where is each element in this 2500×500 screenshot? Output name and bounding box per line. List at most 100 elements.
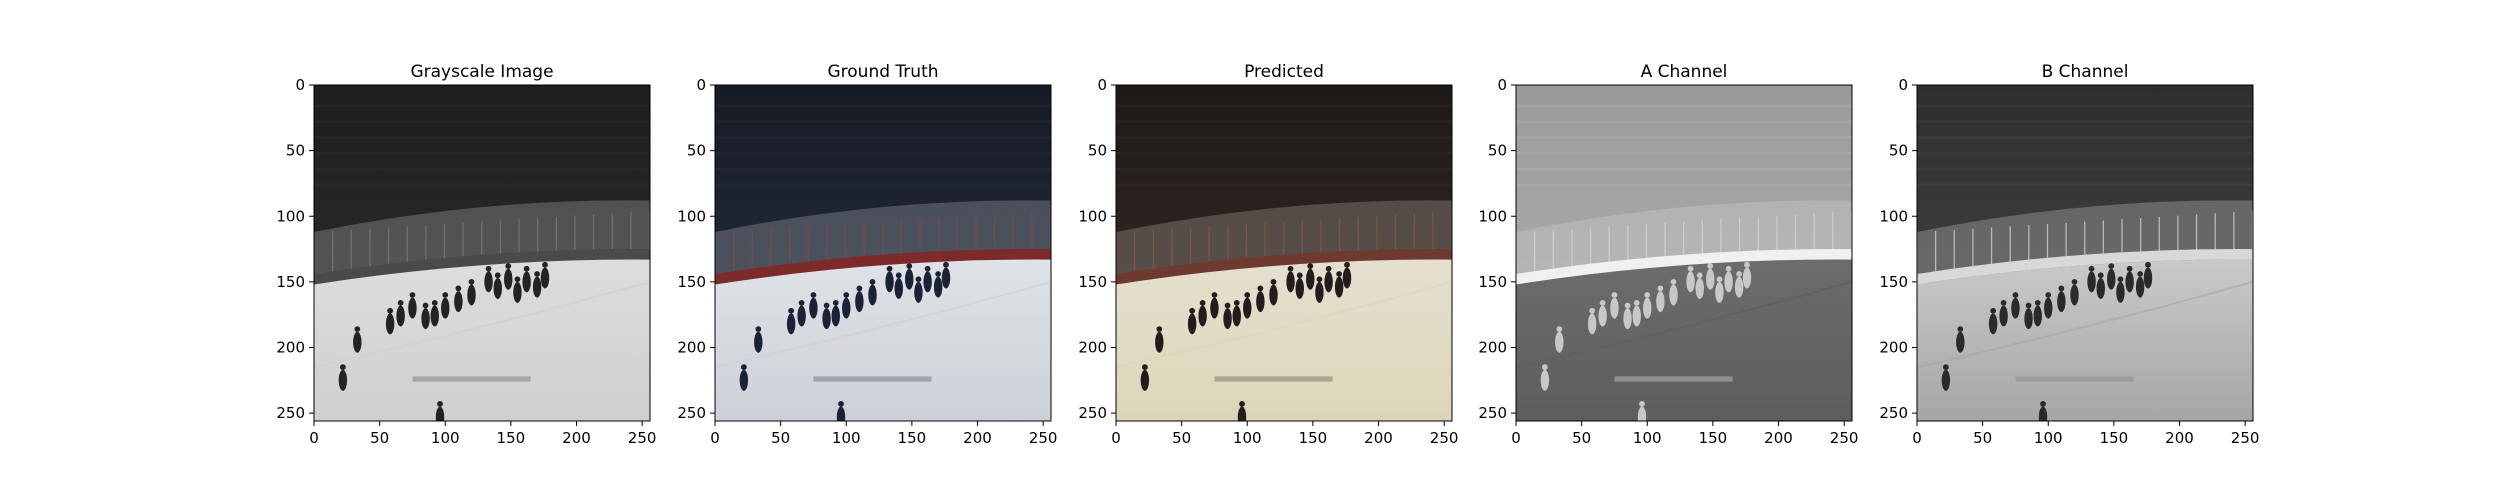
player-figure bbox=[1632, 305, 1641, 327]
player-head bbox=[1344, 261, 1350, 268]
y-tick-label: 50 bbox=[1088, 142, 1107, 160]
player-head bbox=[2108, 263, 2115, 270]
seat-row bbox=[715, 151, 1051, 155]
player-figure bbox=[396, 305, 405, 327]
rink-line bbox=[1917, 280, 2253, 369]
player-figure bbox=[1999, 305, 2008, 327]
x-tick-label: 250 bbox=[1430, 429, 1459, 447]
player-figure bbox=[1232, 305, 1241, 327]
seat-row bbox=[715, 104, 1051, 108]
x-tick-label: 200 bbox=[562, 429, 591, 447]
player-head bbox=[2126, 265, 2133, 272]
y-tick-label: 100 bbox=[1879, 207, 1908, 225]
player-figure bbox=[941, 267, 951, 289]
player-head bbox=[1233, 299, 1240, 306]
player-head bbox=[455, 285, 462, 292]
player-figure bbox=[2087, 271, 2096, 293]
ice-logo bbox=[813, 376, 932, 382]
player-figure bbox=[2057, 291, 2066, 313]
x-tick-label: 50 bbox=[1172, 429, 1191, 447]
y-tick-label: 50 bbox=[1889, 142, 1908, 160]
y-tick-label: 200 bbox=[677, 339, 706, 357]
y-tick-label: 50 bbox=[687, 142, 706, 160]
seat-row bbox=[1116, 151, 1452, 155]
ice-surface bbox=[1516, 259, 1852, 421]
y-tick-label: 50 bbox=[1488, 142, 1507, 160]
y-tick-label: 150 bbox=[276, 273, 305, 291]
player-head bbox=[823, 302, 830, 309]
player-head bbox=[442, 292, 449, 298]
player-head bbox=[1556, 326, 1563, 333]
x-tick-label: 100 bbox=[2034, 429, 2063, 447]
seat-row bbox=[1116, 183, 1452, 187]
y-tick-label: 250 bbox=[1078, 404, 1107, 422]
player-head bbox=[924, 265, 931, 272]
player-head bbox=[1307, 263, 1314, 270]
player-figure bbox=[1342, 267, 1352, 289]
boards-banner bbox=[1516, 249, 1852, 285]
x-tick-label: 50 bbox=[370, 429, 389, 447]
x-tick-label: 150 bbox=[898, 429, 927, 447]
ice-logo bbox=[412, 376, 531, 382]
y-tick-label: 250 bbox=[677, 404, 706, 422]
player-figure bbox=[1656, 291, 1665, 313]
panel-image bbox=[715, 85, 1051, 421]
x-tick-label: 100 bbox=[832, 429, 861, 447]
player-head bbox=[869, 278, 876, 285]
player-figure bbox=[1187, 313, 1197, 335]
player-head bbox=[1687, 265, 1694, 272]
seat-row bbox=[715, 183, 1051, 187]
player-figure bbox=[1988, 313, 1998, 335]
player-head bbox=[788, 307, 795, 314]
y-tick-label: 200 bbox=[276, 339, 305, 357]
y-tick-label: 100 bbox=[1478, 207, 1507, 225]
panel-title: B Channel bbox=[2042, 62, 2129, 82]
x-tick-label: 200 bbox=[2165, 429, 2194, 447]
player-head bbox=[1287, 265, 1294, 272]
player-figure bbox=[435, 406, 445, 421]
player-head bbox=[2000, 299, 2007, 306]
seat-row bbox=[1516, 167, 1852, 171]
player-figure bbox=[513, 281, 522, 303]
rink-line bbox=[314, 280, 650, 369]
player-figure bbox=[1256, 291, 1265, 313]
boards-banner bbox=[1917, 249, 2253, 285]
player-figure bbox=[923, 271, 932, 293]
player-figure bbox=[786, 313, 796, 335]
x-tick-label: 150 bbox=[1699, 429, 1728, 447]
player-head bbox=[422, 302, 429, 309]
player-figure bbox=[1334, 276, 1344, 298]
rink-line bbox=[1516, 280, 1852, 369]
player-head bbox=[886, 265, 893, 272]
player-head bbox=[485, 265, 492, 272]
y-tick-label: 50 bbox=[286, 142, 305, 160]
player-figure bbox=[353, 331, 362, 353]
y-tick-label: 200 bbox=[1879, 339, 1908, 357]
player-figure bbox=[831, 305, 840, 327]
player-figure bbox=[1269, 284, 1278, 306]
seat-row bbox=[1516, 104, 1852, 108]
player-head bbox=[755, 326, 762, 333]
player-figure bbox=[822, 308, 831, 330]
panel-title: Ground Truth bbox=[827, 62, 938, 82]
player-figure bbox=[1637, 406, 1647, 421]
player-figure bbox=[797, 305, 806, 327]
player-figure bbox=[338, 369, 348, 391]
player-head bbox=[431, 299, 438, 306]
seat-row bbox=[1116, 136, 1452, 139]
player-head bbox=[843, 292, 850, 298]
x-tick-label: 200 bbox=[963, 429, 992, 447]
y-tick-label: 100 bbox=[276, 207, 305, 225]
player-head bbox=[2088, 265, 2095, 272]
player-figure bbox=[914, 281, 923, 303]
x-tick-label: 50 bbox=[771, 429, 790, 447]
player-figure bbox=[1695, 277, 1704, 299]
player-figure bbox=[540, 267, 550, 289]
player-head bbox=[2025, 302, 2032, 309]
player-head bbox=[856, 285, 863, 292]
player-head bbox=[1199, 299, 1206, 306]
player-head bbox=[740, 364, 747, 371]
player-head bbox=[1141, 364, 1148, 371]
seat-row bbox=[314, 151, 650, 155]
player-figure bbox=[1706, 268, 1715, 290]
